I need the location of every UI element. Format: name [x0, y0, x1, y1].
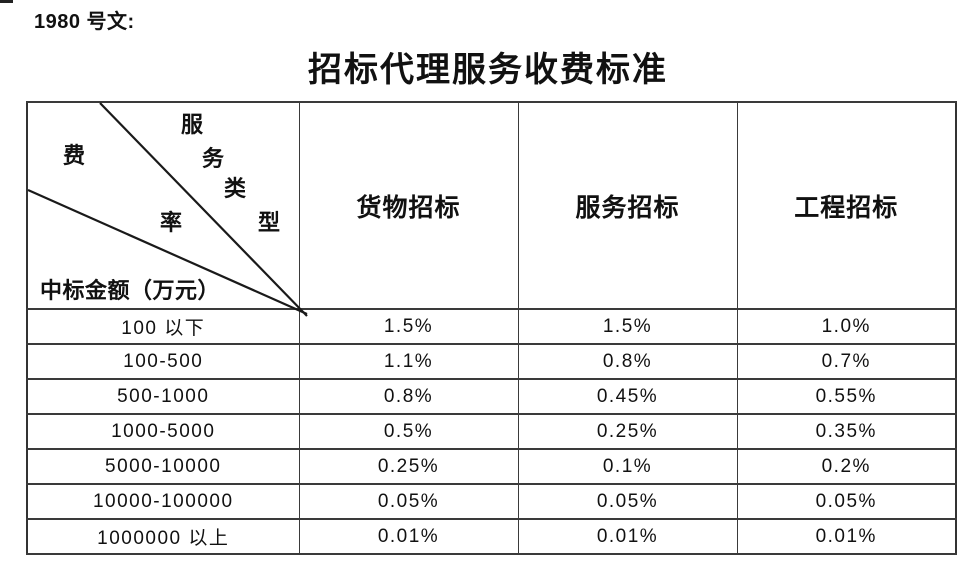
rate-cell: 0.01% [517, 518, 738, 555]
rate-cell: 0.45% [517, 378, 738, 415]
rate-cell: 0.35% [736, 413, 957, 450]
column-header-engineering: 工程招标 [736, 101, 957, 310]
rate-cell: 0.2% [736, 448, 957, 485]
table-row: 100 以下 1.5% 1.5% 1.0% [26, 308, 957, 345]
table-row: 10000-100000 0.05% 0.05% 0.05% [26, 483, 957, 520]
rate-cell: 0.05% [298, 483, 519, 520]
rate-cell: 0.25% [517, 413, 738, 450]
document-reference: 1980 号文: [34, 11, 135, 33]
amount-range-cell: 1000-5000 [26, 413, 300, 450]
amount-range-cell: 10000-100000 [26, 483, 300, 520]
column-header-services: 服务招标 [517, 101, 738, 310]
rate-cell: 1.1% [298, 343, 519, 380]
rate-cell: 1.5% [517, 308, 738, 345]
corner-char-service-type: 务 [202, 146, 225, 171]
corner-char-rate: 费 [63, 143, 86, 168]
corner-char-service-type: 类 [224, 176, 247, 201]
amount-range-cell: 5000-10000 [26, 448, 300, 485]
rate-cell: 0.5% [298, 413, 519, 450]
amount-range-cell: 100 以下 [26, 308, 300, 345]
corner-char-service-type: 型 [258, 210, 281, 235]
table-row: 1000-5000 0.5% 0.25% 0.35% [26, 413, 957, 450]
rate-cell: 0.7% [736, 343, 957, 380]
diagonal-line-upper [99, 102, 308, 317]
scan-edge-artifact [0, 0, 13, 3]
rate-cell: 0.05% [517, 483, 738, 520]
rate-cell: 0.1% [517, 448, 738, 485]
diagonal-divider-lines [27, 102, 308, 317]
column-header-goods: 货物招标 [298, 101, 519, 310]
rate-cell: 0.8% [517, 343, 738, 380]
table-corner-cell: 服 务 类 型 费 率 中标金额（万元） [26, 101, 308, 317]
amount-range-cell: 100-500 [26, 343, 300, 380]
table-row: 500-1000 0.8% 0.45% 0.55% [26, 378, 957, 415]
fee-schedule-table: 服 务 类 型 费 率 中标金额（万元） 货物招标 服务招标 工程招标 100 … [26, 101, 957, 555]
rate-cell: 0.05% [736, 483, 957, 520]
rate-cell: 0.01% [298, 518, 519, 555]
rate-cell: 0.55% [736, 378, 957, 415]
row-axis-label: 中标金额（万元） [40, 278, 221, 303]
amount-range-cell: 500-1000 [26, 378, 300, 415]
table-row: 5000-10000 0.25% 0.1% 0.2% [26, 448, 957, 485]
rate-cell: 1.5% [298, 308, 519, 345]
rate-cell: 0.8% [298, 378, 519, 415]
corner-char-service-type: 服 [181, 112, 204, 137]
table-row: 100-500 1.1% 0.8% 0.7% [26, 343, 957, 380]
table-row: 1000000 以上 0.01% 0.01% 0.01% [26, 518, 957, 555]
rate-cell: 0.25% [298, 448, 519, 485]
rate-cell: 0.01% [736, 518, 957, 555]
rate-cell: 1.0% [736, 308, 957, 345]
amount-range-cell: 1000000 以上 [26, 518, 300, 555]
page-title: 招标代理服务收费标准 [308, 52, 668, 89]
header-row: 服 务 类 型 费 率 中标金额（万元） 货物招标 服务招标 工程招标 [26, 101, 957, 317]
diagonal-line-lower [27, 188, 308, 316]
corner-char-rate: 率 [160, 210, 183, 235]
